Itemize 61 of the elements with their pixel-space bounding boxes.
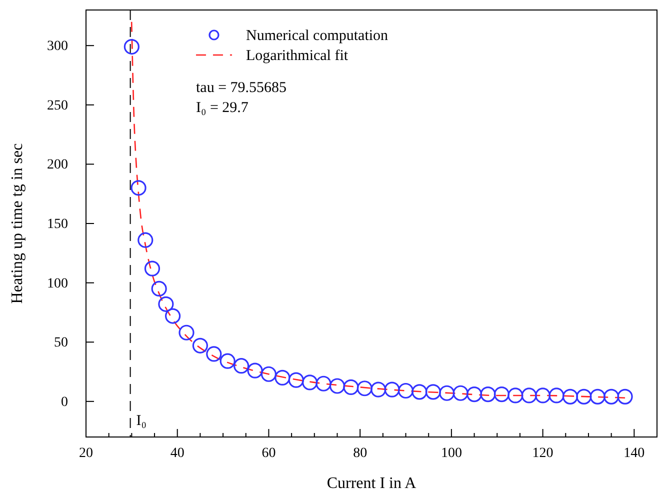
point bbox=[452, 385, 468, 401]
point bbox=[130, 180, 146, 196]
point bbox=[508, 388, 524, 404]
point bbox=[412, 384, 428, 400]
point bbox=[384, 382, 400, 398]
point bbox=[274, 370, 290, 386]
y-axis-title: Heating up time tg in sec bbox=[9, 143, 26, 304]
point bbox=[329, 378, 346, 394]
point bbox=[178, 324, 194, 340]
y-tick-label: 50 bbox=[54, 336, 68, 351]
point bbox=[494, 386, 510, 402]
y-tick-label: 0 bbox=[61, 394, 68, 410]
point bbox=[617, 388, 633, 404]
point bbox=[164, 308, 181, 324]
point bbox=[144, 260, 160, 276]
point bbox=[590, 388, 606, 404]
point bbox=[466, 386, 482, 402]
point bbox=[151, 280, 167, 297]
point bbox=[316, 376, 332, 392]
point bbox=[220, 353, 236, 369]
point bbox=[288, 372, 304, 388]
point bbox=[425, 384, 441, 400]
point bbox=[604, 388, 620, 404]
y-tick-label: 100 bbox=[47, 276, 68, 292]
point bbox=[138, 232, 154, 248]
x-tick-label: 100 bbox=[440, 446, 462, 461]
point bbox=[206, 346, 222, 362]
point bbox=[480, 386, 496, 402]
x-tick-label: 40 bbox=[170, 446, 184, 461]
point bbox=[370, 382, 386, 398]
x-tick-label: 60 bbox=[262, 446, 276, 461]
point bbox=[234, 358, 250, 374]
point bbox=[576, 388, 592, 404]
legend-label: Numerical computation bbox=[246, 28, 389, 44]
legend-label: Logarithmical fit bbox=[246, 48, 349, 64]
y-tick-label: 300 bbox=[47, 39, 68, 54]
annotation: I₀ = 29.7 bbox=[196, 100, 249, 116]
x-tick-label: 20 bbox=[79, 446, 93, 461]
point bbox=[247, 362, 263, 378]
point bbox=[356, 380, 372, 396]
point bbox=[439, 385, 455, 401]
x-tick-label: 80 bbox=[353, 446, 368, 461]
point bbox=[548, 388, 564, 404]
point bbox=[398, 382, 414, 399]
x-tick-label: 140 bbox=[624, 446, 645, 461]
y-tick-label: 250 bbox=[47, 98, 68, 114]
x-tick-label: 120 bbox=[532, 446, 554, 461]
point bbox=[562, 388, 578, 404]
point bbox=[124, 38, 140, 55]
point bbox=[535, 388, 551, 404]
ref-line-label: I₀ bbox=[136, 413, 147, 429]
x-axis-title: Current I in A bbox=[326, 475, 417, 492]
point bbox=[260, 366, 277, 382]
y-tick-label: 150 bbox=[47, 216, 68, 232]
annotation: tau = 79.55685 bbox=[196, 80, 287, 96]
point bbox=[343, 379, 359, 395]
point bbox=[158, 296, 174, 312]
point bbox=[192, 338, 208, 354]
y-tick-label: 200 bbox=[47, 158, 68, 173]
point bbox=[521, 388, 537, 404]
point bbox=[302, 374, 318, 390]
